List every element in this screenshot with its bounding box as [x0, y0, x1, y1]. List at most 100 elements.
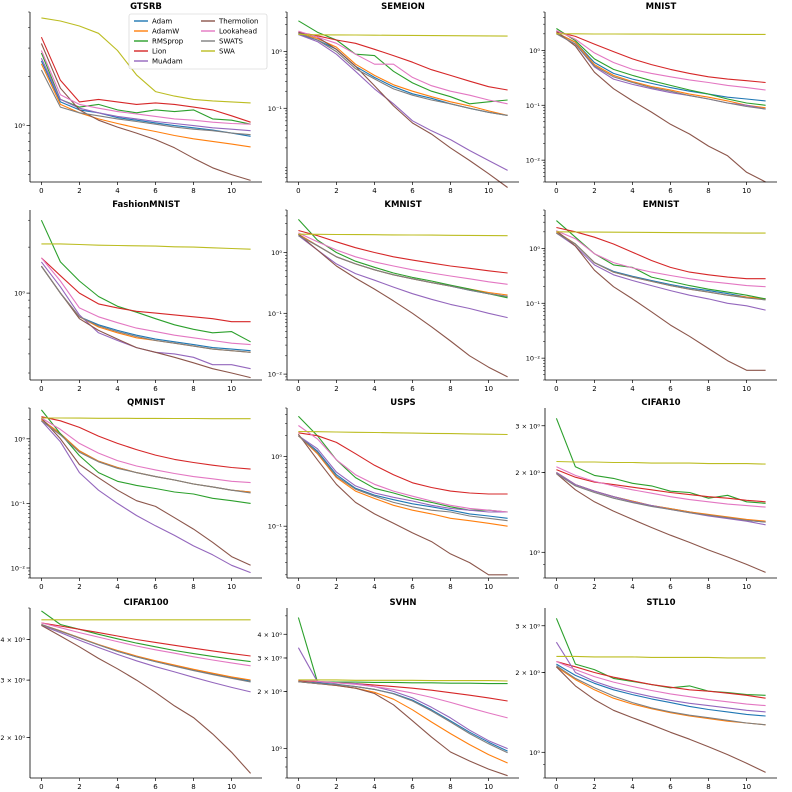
chart-title: KMNIST	[384, 200, 421, 210]
series-line-lookahead	[556, 466, 766, 508]
y-tick-label: 2 × 10⁰	[257, 688, 282, 696]
series-line-swats	[40, 69, 251, 136]
y-tick-label: 3 × 10⁰	[515, 622, 540, 630]
series-line-swats	[298, 32, 508, 116]
x-tick-label: 6	[668, 385, 673, 393]
x-tick-label: 8	[706, 783, 710, 791]
series-line-rmsprop	[556, 28, 766, 106]
series-line-adam	[556, 231, 766, 300]
series-line-lion	[556, 226, 766, 280]
panel-cifar10: CIFAR10 0 2 4 6 8 10 3 × 10⁰ 2 × 10⁰ 10⁰	[515, 398, 777, 591]
x-tick-label: 6	[153, 385, 158, 393]
series-line-lion	[298, 229, 508, 274]
x-tick-label: 0	[554, 583, 558, 591]
y-tick-label: 10⁰	[271, 745, 282, 753]
x-tick-label: 10	[227, 385, 236, 393]
x-tick-label: 2	[592, 783, 596, 791]
series-line-swats	[41, 420, 251, 494]
x-tick-label: 8	[448, 783, 452, 791]
panel-fashionmnist: FashionMNIST 0 2 4 6 8 10 10⁰	[14, 200, 262, 393]
chart-title: MNIST	[646, 2, 677, 12]
series-line-thermolion	[556, 31, 766, 183]
y-tick-label: 10⁰	[14, 290, 25, 298]
x-tick-label: 4	[115, 385, 120, 393]
x-tick-label: 2	[334, 385, 338, 393]
x-tick-label: 2	[77, 187, 81, 195]
series-line-muadam	[40, 420, 251, 574]
legend-label-swats: SWATS	[219, 38, 244, 46]
x-tick-label: 4	[372, 187, 377, 195]
legend-label-rmsprop: RMSprop	[152, 38, 184, 46]
x-tick-label: 2	[77, 783, 81, 791]
series-line-adam	[41, 623, 251, 682]
series-line-muadam	[556, 232, 766, 311]
x-tick-label: 8	[191, 583, 195, 591]
y-tick-label: 10⁻¹	[526, 102, 541, 110]
series-line-thermolion	[297, 433, 508, 576]
panel-mnist: MNIST 0 2 4 6 8 10 10⁰ 10⁻¹ 10⁻²	[526, 2, 777, 195]
x-tick-label: 2	[77, 385, 81, 393]
chart-title: QMNIST	[127, 398, 165, 408]
y-tick-label: 10⁰	[529, 749, 540, 757]
x-tick-label: 4	[630, 783, 635, 791]
x-tick-label: 4	[115, 783, 120, 791]
y-tick-label: 10⁻²	[526, 355, 541, 363]
chart-title: CIFAR100	[123, 598, 168, 608]
y-tick-label: 10⁻²	[526, 157, 541, 165]
legend-label-swa: SWA	[219, 48, 235, 56]
x-tick-label: 2	[334, 783, 338, 791]
series-line-swats	[556, 473, 766, 523]
x-tick-label: 10	[742, 385, 751, 393]
y-tick-label: 10⁻¹	[526, 300, 541, 308]
y-tick-label: 10⁻¹	[268, 310, 283, 318]
chart-title: STL10	[646, 598, 675, 608]
x-tick-label: 10	[227, 783, 236, 791]
x-tick-label: 4	[630, 583, 635, 591]
series-line-muadam	[297, 647, 508, 750]
chart-title: SEMEION	[381, 2, 425, 12]
series-line-rmsprop	[297, 617, 508, 685]
x-tick-label: 8	[448, 583, 452, 591]
x-tick-label: 6	[410, 187, 415, 195]
legend-label-lookahead: Lookahead	[219, 28, 257, 36]
legend-label-thermolion: Thermolion	[218, 18, 258, 26]
series-line-swa	[298, 233, 508, 237]
series-line-swa	[298, 430, 508, 436]
panel-gtsrb: GTSRB 0 2 4 6 8 10 10⁰ Adam AdamW RMSprop Lion MuAda…	[14, 2, 268, 195]
series-line-adam	[556, 663, 766, 717]
series-line-adam	[556, 32, 766, 102]
panel-cifar100: CIFAR100 0 2 4 6 8 10 4 × 10⁰ 3 × 10⁰ 2 × 10⁰	[0, 598, 262, 791]
y-tick-label: 10⁰	[271, 48, 282, 56]
x-tick-label: 8	[448, 187, 452, 195]
series-line-adam	[298, 233, 508, 297]
panel-kmnist: KMNIST 0 2 4 6 8 10 10⁰ 10⁻¹ 10⁻²	[268, 200, 519, 393]
y-tick-label: 10⁻¹	[268, 523, 283, 531]
y-tick-label: 10⁰	[529, 549, 540, 557]
x-tick-label: 2	[77, 583, 81, 591]
y-tick-label: 10⁻²	[11, 564, 26, 572]
x-tick-label: 6	[668, 783, 673, 791]
x-tick-label: 6	[410, 783, 415, 791]
series-line-swats	[298, 681, 508, 754]
x-tick-label: 6	[668, 583, 673, 591]
y-tick-label: 10⁰	[14, 122, 25, 130]
x-tick-label: 6	[668, 187, 673, 195]
x-tick-label: 4	[630, 187, 635, 195]
series-line-lookahead	[556, 660, 766, 707]
series-line-thermolion	[40, 417, 251, 566]
x-tick-label: 0	[296, 783, 300, 791]
series-line-adamw	[556, 231, 766, 300]
x-tick-label: 10	[484, 783, 493, 791]
x-tick-label: 4	[372, 783, 377, 791]
series-line-muadam	[41, 624, 251, 693]
series-line-rmsprop	[40, 409, 251, 504]
series-line-thermolion	[298, 31, 508, 188]
panel-qmnist: QMNIST 0 2 4 6 8 10 10⁰ 10⁻¹ 10⁻²	[11, 398, 262, 591]
x-tick-label: 8	[706, 187, 710, 195]
x-tick-label: 4	[372, 583, 377, 591]
x-tick-label: 0	[554, 385, 558, 393]
chart-title: EMNIST	[643, 200, 680, 210]
series-line-muadam	[555, 641, 766, 713]
y-tick-label: 10⁰	[271, 249, 282, 257]
x-tick-label: 6	[410, 583, 415, 591]
